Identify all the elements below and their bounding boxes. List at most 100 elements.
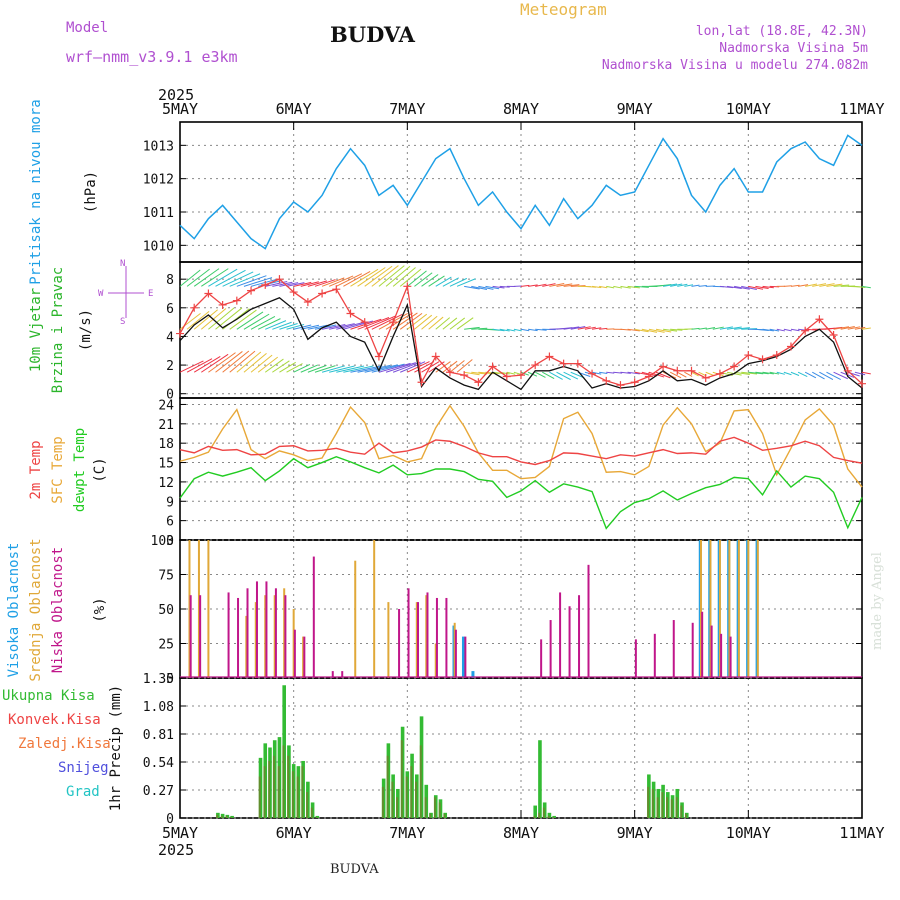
cloud-bar (373, 540, 376, 678)
wind-direction-arrow (499, 285, 510, 288)
top-time-label: 7MAY (389, 100, 425, 118)
wind-gust-line (179, 297, 863, 391)
wind-direction-arrow (193, 355, 221, 373)
wind-direction-arrow (449, 277, 468, 287)
precip-conv-bar (386, 755, 389, 818)
wind-direction-arrow (812, 371, 825, 380)
cloud-bar (188, 540, 191, 678)
wind-speed-marker (431, 352, 440, 361)
y-tick-label: 8 (166, 273, 174, 288)
wind-direction-arrow (321, 323, 346, 330)
wind-direction-arrow (229, 350, 256, 373)
wind-unit: (m/s) (78, 309, 94, 351)
wind-speed-marker (843, 366, 852, 375)
precip-conv-bar (220, 815, 223, 818)
wind-direction-arrow (442, 277, 460, 287)
cloud-bar (720, 633, 723, 678)
wind-speed-marker (303, 298, 312, 307)
wind-direction-arrow (414, 272, 433, 287)
wind-direction-arrow (286, 363, 303, 373)
wind-speed-marker (445, 368, 454, 377)
wind-direction-arrow (805, 283, 818, 287)
precip-conv-bar (287, 755, 290, 818)
wind-direction-arrow (762, 328, 774, 332)
wind-direction-arrow (854, 371, 866, 376)
precip-conv-bar (684, 813, 687, 818)
elevation-label: Nadmorska Visina 5m (719, 41, 868, 56)
wind-direction-arrow (854, 326, 866, 330)
model-label: Model (66, 20, 109, 36)
y-tick-label: 1010 (143, 239, 174, 254)
wind-direction-arrow (819, 371, 834, 381)
wind-direction-arrow (201, 353, 229, 373)
wind-direction-arrow (698, 371, 707, 377)
cloud-bar (587, 564, 590, 678)
wind-direction-arrow (414, 314, 433, 330)
cloud-bar (718, 540, 721, 678)
wind-direction-arrow (456, 317, 474, 330)
wind-direction-arrow (506, 371, 516, 375)
wind-direction-arrow (684, 284, 694, 287)
wind-direction-arrow (506, 328, 516, 332)
wind-direction-arrow (329, 323, 355, 330)
wind-direction-arrow (861, 285, 871, 289)
precip-conv-bar (438, 802, 441, 818)
precip-conv-bar (647, 786, 650, 818)
wind-speed-marker (403, 282, 412, 291)
wind-speed-marker (517, 371, 525, 380)
wind-direction-arrow (286, 282, 305, 287)
bottom-time-label: 7MAY (389, 824, 425, 842)
cloud-bar (425, 595, 428, 678)
cloud-bar (237, 597, 240, 678)
cloud-bar (461, 636, 465, 678)
cloud-bar (197, 540, 200, 678)
wind-direction-arrow (691, 284, 700, 287)
wind-direction-arrow (790, 284, 800, 287)
precip-conv-bar (538, 812, 541, 818)
wind-direction-arrow (272, 281, 293, 287)
wind-direction-arrow (357, 267, 386, 287)
wind-direction-arrow (535, 328, 547, 331)
wind-legend-s: S (120, 317, 125, 327)
wind-speed-marker (829, 331, 838, 340)
cloud-bar (331, 671, 334, 678)
temp-axis-title-1: 2m Temp (28, 440, 44, 499)
wind-direction-arrow (783, 285, 792, 287)
bottom-time-label: 5MAY (162, 824, 198, 842)
cloud-bar (417, 602, 420, 678)
footer-station: BUDVA (330, 862, 379, 877)
wind-direction-arrow (726, 326, 742, 330)
cloud-bar (471, 671, 475, 678)
precip-conv-bar (433, 797, 436, 818)
wind-speed-marker (332, 285, 341, 294)
y-tick-label: 18 (158, 437, 174, 452)
wind-direction-arrow (186, 358, 213, 373)
wind-direction-arrow (307, 364, 327, 373)
wind-direction-arrow (272, 360, 290, 373)
wind-direction-arrow (797, 284, 809, 287)
y-tick-label: 50 (158, 603, 174, 618)
cloud-bar (653, 633, 656, 678)
pressure-axis-title: Pritisak na nivou mora (28, 99, 44, 284)
wind-direction-arrow (250, 354, 273, 373)
wind-direction-arrow (684, 371, 693, 377)
wind-direction-arrow (513, 328, 522, 332)
wind-direction-arrow (599, 285, 608, 289)
cloud-bar (578, 595, 581, 678)
wind-direction-arrow (293, 363, 311, 373)
wind-direction-arrow (336, 321, 365, 330)
wind-direction-arrow (535, 283, 547, 287)
wind-direction-arrow (691, 327, 700, 330)
wind-direction-arrow (599, 371, 608, 374)
precip-legend-item: Ukupna Kisa (2, 688, 95, 704)
wind-direction-arrow (421, 274, 439, 287)
temp-unit: (C) (92, 457, 108, 482)
wind-direction-arrow (797, 371, 808, 377)
wind-direction-arrow (265, 320, 287, 330)
wind-direction-arrow (783, 328, 792, 332)
wind-direction-arrow (748, 371, 764, 375)
wind-direction-arrow (833, 371, 848, 380)
wind-direction-arrow (712, 326, 724, 330)
wind-speed-marker (374, 352, 383, 361)
wind-direction-arrow (371, 363, 405, 373)
